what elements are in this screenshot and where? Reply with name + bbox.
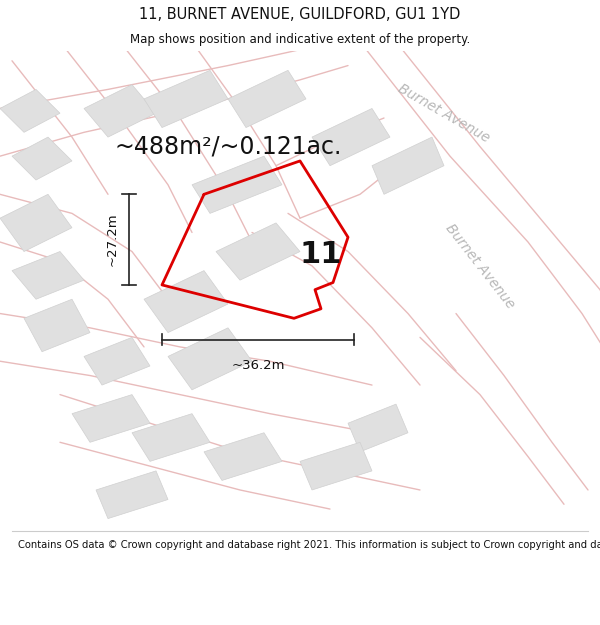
- Polygon shape: [144, 271, 228, 332]
- Polygon shape: [144, 71, 228, 128]
- Text: ~36.2m: ~36.2m: [231, 359, 285, 372]
- Text: ~27.2m: ~27.2m: [105, 213, 118, 266]
- Text: 11: 11: [299, 241, 342, 269]
- Text: ~488m²/~0.121ac.: ~488m²/~0.121ac.: [115, 134, 341, 159]
- Polygon shape: [372, 137, 444, 194]
- Polygon shape: [228, 71, 306, 128]
- Polygon shape: [0, 89, 60, 132]
- Polygon shape: [0, 194, 72, 251]
- Polygon shape: [12, 137, 72, 180]
- Text: Contains OS data © Crown copyright and database right 2021. This information is : Contains OS data © Crown copyright and d…: [18, 540, 600, 550]
- Polygon shape: [348, 404, 408, 452]
- Polygon shape: [312, 109, 390, 166]
- Polygon shape: [96, 471, 168, 519]
- Polygon shape: [72, 394, 150, 442]
- Polygon shape: [84, 338, 150, 385]
- Polygon shape: [216, 223, 300, 280]
- Text: Burnet Avenue: Burnet Avenue: [396, 81, 492, 145]
- Text: Map shows position and indicative extent of the property.: Map shows position and indicative extent…: [130, 34, 470, 46]
- Text: 11, BURNET AVENUE, GUILDFORD, GU1 1YD: 11, BURNET AVENUE, GUILDFORD, GU1 1YD: [139, 7, 461, 22]
- Text: Burnet Avenue: Burnet Avenue: [443, 221, 517, 311]
- Polygon shape: [84, 84, 156, 137]
- Polygon shape: [24, 299, 90, 352]
- Polygon shape: [204, 432, 282, 481]
- Polygon shape: [300, 442, 372, 490]
- Polygon shape: [12, 251, 84, 299]
- Polygon shape: [132, 414, 210, 461]
- Polygon shape: [168, 328, 252, 390]
- Polygon shape: [192, 156, 282, 213]
